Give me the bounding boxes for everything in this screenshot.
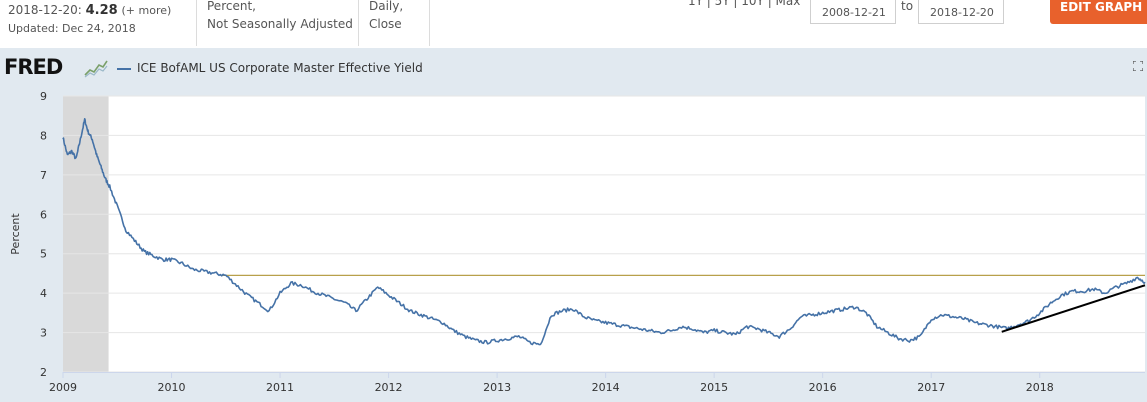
frequency-line-2: Close [369, 17, 402, 31]
more-observations-link[interactable]: (+ more) [121, 4, 172, 17]
units-line-1: Percent, [207, 0, 256, 13]
x-tick-label: 2014 [592, 381, 620, 394]
series-line [62, 118, 1146, 346]
line-graph-icon [84, 58, 108, 78]
start-date-input[interactable]: 2008-12-21 [810, 0, 896, 24]
y-tick-label: 9 [40, 90, 47, 103]
units-line-2: Not Seasonally Adjusted [207, 17, 353, 31]
y-tick-label: 4 [40, 287, 47, 300]
y-tick-label: 6 [40, 208, 47, 221]
divider [196, 0, 197, 46]
frequency-line-1: Daily, [369, 0, 404, 13]
x-tick-label: 2010 [158, 381, 186, 394]
y-tick-label: 2 [40, 366, 47, 379]
trend-line [1001, 284, 1146, 333]
latest-observation: 2018-12-20: 4.28 (+ more) [8, 3, 171, 18]
y-tick-label: 7 [40, 169, 47, 182]
observation-value: 4.28 [85, 3, 118, 18]
recession-shading [63, 96, 109, 372]
divider [429, 0, 430, 46]
legend-series-name: ICE BofAML US Corporate Master Effective… [137, 61, 423, 75]
x-tick-label: 2016 [809, 381, 837, 394]
y-axis-label: Percent [9, 213, 22, 255]
observation-date: 2018-12-20: [8, 3, 82, 17]
x-tick-label: 2009 [49, 381, 77, 394]
edit-graph-button[interactable]: EDIT GRAPH ⚙ [1050, 0, 1147, 24]
x-tick-label: 2018 [1026, 381, 1054, 394]
y-tick-label: 5 [40, 248, 47, 261]
edit-graph-label: EDIT GRAPH [1060, 0, 1143, 14]
fred-logo[interactable]: FRED [4, 55, 63, 79]
units-cell: Percent, Not Seasonally Adjusted [207, 0, 357, 43]
series-header: 2018-12-20: 4.28 (+ more) Updated: Dec 2… [0, 0, 1147, 48]
legend-swatch [117, 68, 131, 70]
date-range-to-label: to [901, 0, 914, 13]
range-selector[interactable]: 1Y | 5Y | 10Y | Max [688, 0, 801, 8]
y-tick-label: 3 [40, 327, 47, 340]
divider [358, 0, 359, 46]
x-tick-label: 2011 [266, 381, 294, 394]
x-tick-label: 2017 [917, 381, 945, 394]
observation-cell: 2018-12-20: 4.28 (+ more) Updated: Dec 2… [8, 0, 193, 46]
chart-panel: FRED ICE BofAML US Corporate Master Effe… [0, 48, 1147, 402]
line-chart: 2 3 4 5 6 7 8 9 2009 2010 2011 2012 2013 2014 2015 2016… [9, 90, 1146, 394]
frequency-cell: Daily, Close [369, 0, 429, 43]
plot-area [63, 96, 1145, 372]
updated-date: Updated: Dec 24, 2018 [8, 22, 136, 35]
x-tick-label: 2012 [375, 381, 403, 394]
x-tick-label: 2013 [483, 381, 511, 394]
x-tick-label: 2015 [700, 381, 728, 394]
end-date-input[interactable]: 2018-12-20 [918, 0, 1004, 24]
y-tick-label: 8 [40, 129, 47, 142]
